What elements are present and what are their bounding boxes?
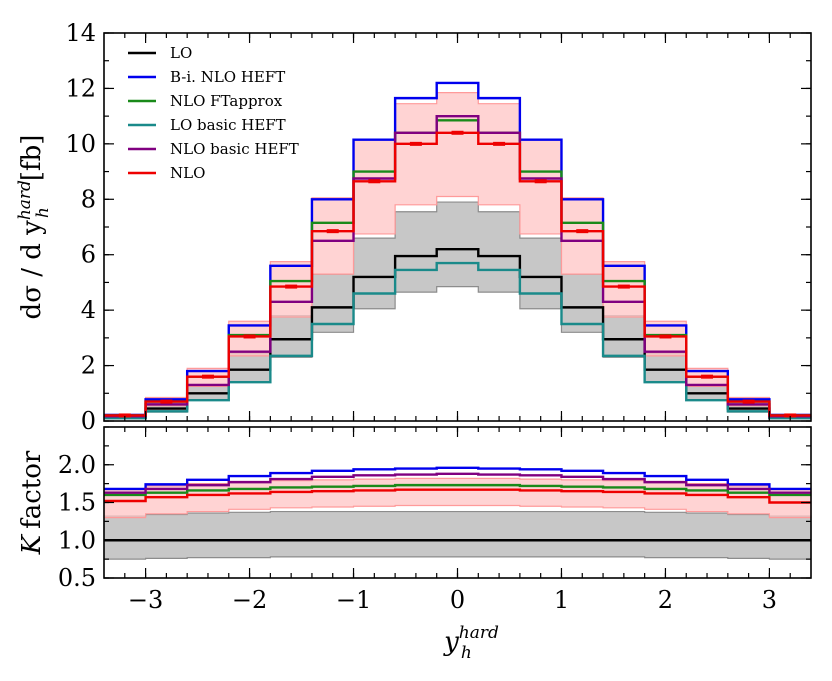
ratio-y-tick-label: 0.5 bbox=[58, 564, 96, 592]
main-axes-frame bbox=[103, 32, 812, 422]
y-tick-label: 12 bbox=[65, 74, 96, 102]
x-tick-label: −3 bbox=[128, 586, 163, 614]
main-y-axis-label: dσ / d yhardh [fb] bbox=[15, 135, 53, 320]
y-tick-label: 14 bbox=[65, 19, 96, 47]
y-tick-label: 8 bbox=[81, 185, 96, 213]
y-label-sub: h bbox=[33, 207, 53, 218]
x-label-sub: h bbox=[461, 643, 472, 663]
ratio-y-ticks: 0.5 1.0 1.5 2.0 bbox=[58, 426, 811, 592]
y-tick-label: 6 bbox=[81, 241, 96, 269]
ratio-b-i-nlo-heft-line bbox=[104, 466, 811, 491]
ratio-nlo-line bbox=[104, 488, 811, 504]
x-label-sup: hard bbox=[459, 623, 499, 643]
y-tick-label: 0 bbox=[81, 407, 96, 435]
y-tick-label: 10 bbox=[65, 130, 96, 158]
ratio-lo-band bbox=[103, 510, 812, 560]
x-tick-label: 0 bbox=[450, 586, 465, 614]
k-symbol: K bbox=[17, 533, 47, 555]
x-tick-label: 1 bbox=[554, 586, 569, 614]
ratio-y-tick-label: 1.5 bbox=[58, 489, 96, 517]
x-tick-label: 3 bbox=[762, 586, 777, 614]
y-ticks: 0 2 4 6 8 10 12 14 bbox=[65, 19, 811, 435]
legend-label-nlo-basic-heft: NLO basic HEFT bbox=[170, 140, 299, 158]
x-ticks bbox=[124, 33, 791, 421]
x-ticks: −3 −2 −1 0 1 2 3 bbox=[124, 427, 791, 614]
k-factor-word: factor bbox=[17, 450, 47, 529]
ratio-axes-frame bbox=[103, 426, 812, 579]
y-tick-label: 2 bbox=[81, 352, 96, 380]
ratio-panel: 0.5 1.0 1.5 2.0 −3 −2 −1 0 1 2 3 bbox=[58, 426, 812, 614]
lo-basic-heft-line bbox=[104, 261, 811, 420]
x-tick-label: −2 bbox=[232, 586, 267, 614]
ratio-nlo-ftapprox-line bbox=[104, 483, 811, 497]
legend: LO B-i. NLO HEFT NLO FTapprox LO basic HEFT… bbox=[128, 44, 299, 182]
legend-label-b-i-nlo-heft: B-i. NLO HEFT bbox=[170, 68, 285, 86]
x-tick-label: −1 bbox=[336, 586, 371, 614]
series-lines bbox=[104, 81, 811, 420]
ratio-series-lines bbox=[104, 466, 811, 542]
legend-label-nlo: NLO bbox=[170, 164, 205, 182]
y-tick-label: 4 bbox=[81, 296, 96, 324]
legend-label-lo-basic-heft: LO basic HEFT bbox=[170, 116, 286, 134]
y-label-main: dσ / d y bbox=[17, 220, 47, 320]
ratio-y-axis-label: Kfactor bbox=[17, 450, 47, 555]
legend-label-lo: LO bbox=[170, 44, 192, 62]
y-label-sup: hard bbox=[15, 180, 35, 220]
ratio-y-tick-label: 2.0 bbox=[58, 451, 96, 479]
x-axis-label: yhard h bbox=[443, 623, 499, 663]
x-label-main: y bbox=[443, 627, 459, 657]
legend-label-nlo-ftapprox: NLO FTapprox bbox=[170, 92, 283, 110]
ratio-nlo-basic-heft-line bbox=[104, 472, 811, 494]
y-label-unit: [fb] bbox=[17, 135, 47, 182]
x-tick-label: 2 bbox=[658, 586, 673, 614]
ratio-y-tick-label: 1.0 bbox=[58, 526, 96, 554]
